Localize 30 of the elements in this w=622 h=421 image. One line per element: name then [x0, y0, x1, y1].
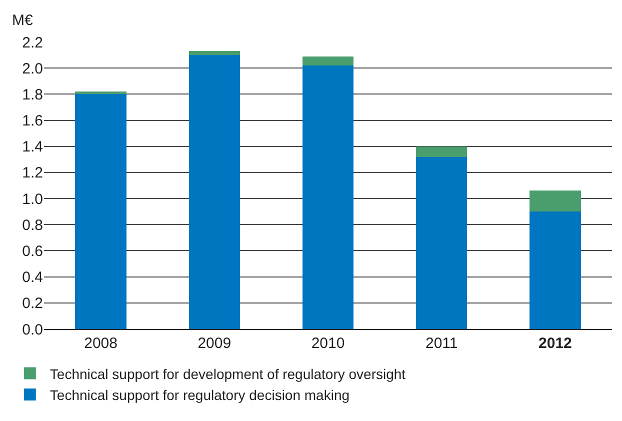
- y-tick-label: 0.0: [22, 321, 43, 338]
- y-tick-label: 2.0: [22, 60, 43, 78]
- bar: [302, 56, 354, 66]
- bar: [188, 51, 240, 56]
- bar: [188, 55, 240, 329]
- bar: [75, 94, 126, 329]
- y-tick-label: 0.6: [22, 242, 43, 260]
- x-tick-label: 2012: [538, 335, 572, 352]
- y-tick-label: 0.8: [22, 216, 43, 234]
- y-tick-label: 1.4: [22, 138, 43, 156]
- y-tick-label: 1.0: [22, 190, 43, 208]
- y-tick-label: 1.2: [22, 164, 43, 182]
- bar: [75, 92, 126, 94]
- bar: [530, 190, 581, 212]
- x-tick-label: 2009: [198, 335, 232, 352]
- bar: [302, 65, 354, 329]
- bar: [416, 146, 468, 157]
- x-tick-label: 2008: [84, 335, 118, 352]
- x-tick-label: 2011: [425, 335, 458, 352]
- y-tick-label: 0.2: [22, 295, 43, 312]
- y-tick-label: 2.2: [22, 34, 43, 52]
- legend-label: Technical support for regulatory decision making: [50, 386, 350, 403]
- y-tick-label: 0.4: [22, 269, 43, 286]
- x-tick-label: 2010: [311, 335, 345, 352]
- y-tick-label: 1.8: [22, 86, 43, 104]
- legend-label: Technical support for development of regulatory oversight: [50, 366, 406, 382]
- y-tick-label: 1.6: [22, 112, 43, 130]
- y-axis-title: M€: [12, 12, 34, 29]
- bar: [530, 212, 581, 329]
- bar: [416, 156, 468, 329]
